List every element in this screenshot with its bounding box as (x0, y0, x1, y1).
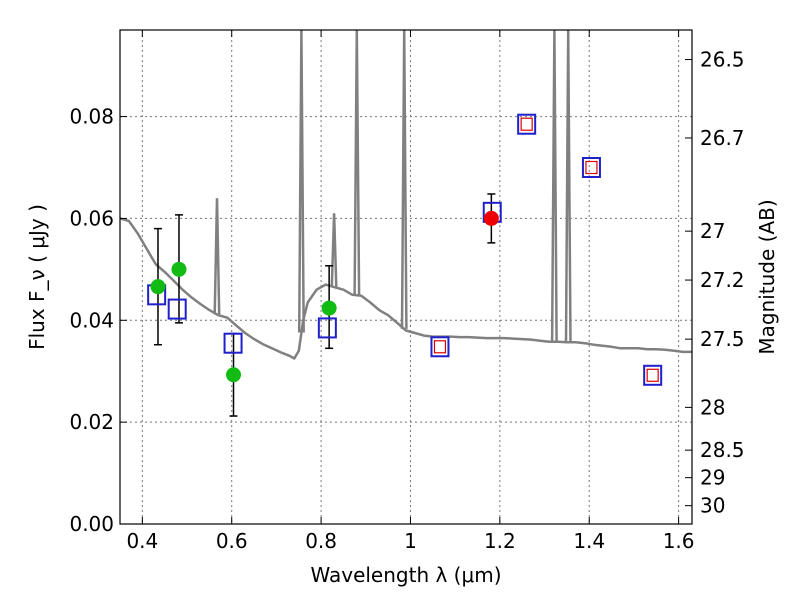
y-axis-label: Flux F_ν ( μJy ) (25, 204, 49, 350)
right-tick-label: 28 (700, 395, 725, 419)
right-tick-label: 27.5 (700, 327, 745, 351)
y-tick-label: 0.04 (69, 308, 114, 332)
data-markers (147, 113, 663, 386)
right-tick-label: 28.5 (700, 438, 745, 462)
x-tick-label: 1.2 (484, 529, 516, 553)
observed-flux-point (150, 279, 166, 295)
model-flux-inner-square (646, 368, 659, 382)
observed-flux-point (321, 300, 337, 316)
plot-border (119, 29, 693, 525)
model-flux-square (517, 113, 537, 135)
right-tick-labels: 26.5 26.7 27 27.2 27.5 28 28.5 29 30 (700, 48, 745, 518)
y-tick-label: 0.08 (69, 105, 114, 129)
axis-ticks (120, 30, 692, 525)
observed-flux-point (226, 367, 242, 383)
x-tick-label: 0.6 (216, 529, 248, 553)
y-tick-label: 0.06 (69, 206, 114, 230)
model-flux-square (581, 157, 601, 179)
model-flux-square (317, 317, 337, 339)
model-flux-square (167, 298, 187, 320)
x-tick-labels: 0.4 0.6 0.8 1 1.2 1.4 1.6 (126, 529, 694, 553)
x-axis-label: Wavelength λ (μm) (310, 563, 501, 587)
model-flux-inner-square (585, 160, 598, 175)
spectrum-emission-line (213, 198, 221, 315)
x-tick-label: 1.4 (573, 529, 605, 553)
model-flux-square (643, 364, 663, 386)
right-axis-label: Magnitude (AB) (755, 199, 779, 354)
model-flux-inner-square (433, 340, 447, 354)
x-tick-label: 0.8 (305, 529, 337, 553)
model-flux-inner-square (520, 117, 533, 131)
x-tick-label: 1 (404, 529, 417, 553)
y-tick-labels: 0.00 0.02 0.04 0.06 0.08 (69, 105, 114, 536)
model-flux-square (430, 336, 450, 358)
right-tick-label: 26.7 (700, 126, 745, 150)
x-tick-label: 0.4 (126, 529, 158, 553)
y-tick-label: 0.02 (69, 410, 114, 434)
y-tick-label: 0.00 (69, 512, 114, 536)
right-tick-label: 30 (700, 494, 725, 518)
right-tick-label: 26.5 (700, 48, 745, 72)
spectrum-emission-line (330, 213, 338, 288)
right-tick-label: 27 (700, 219, 725, 243)
model-flux-square (223, 332, 243, 354)
right-tick-label: 27.2 (700, 268, 745, 292)
observed-flux-point (171, 261, 187, 277)
right-tick-label: 29 (700, 466, 725, 490)
spectrum-continuum (119, 217, 692, 360)
x-tick-label: 1.6 (663, 529, 695, 553)
observed-flux-point (483, 210, 499, 226)
